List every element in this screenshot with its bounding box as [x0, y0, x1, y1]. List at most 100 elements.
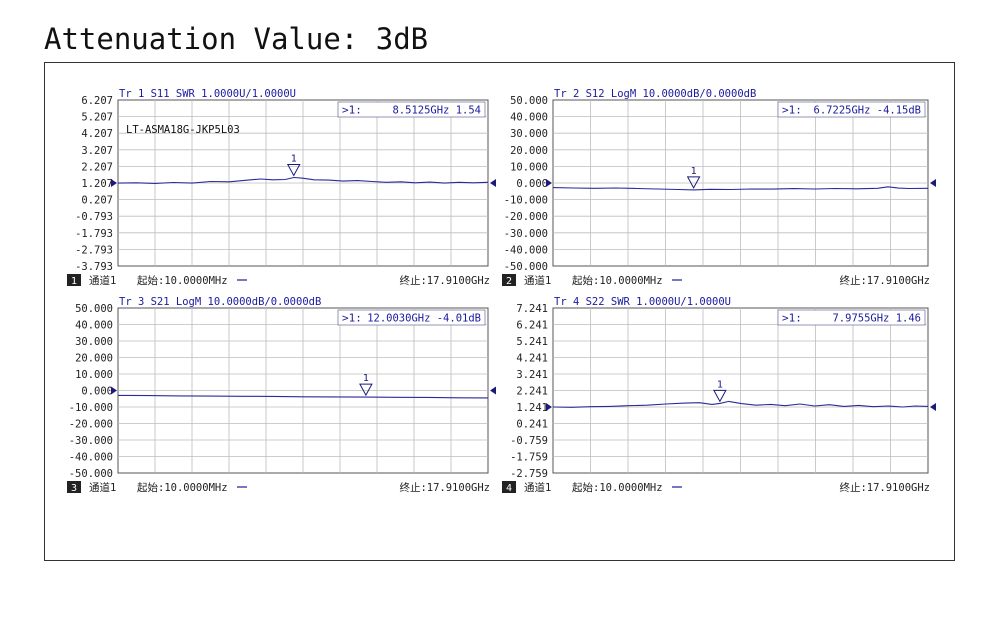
marker-number: 1: [291, 153, 297, 164]
trace-line: [552, 186, 929, 191]
y-tick-label: 0.000: [81, 386, 113, 398]
y-tick-label: -40.000: [504, 244, 548, 256]
marker-triangle: [359, 383, 373, 397]
reference-arrow-left: [546, 179, 552, 187]
trace-line: [117, 394, 489, 399]
start-frequency: 起始:10.0000MHz: [137, 481, 228, 494]
y-tick-label: 20.000: [510, 145, 548, 157]
marker-readout-box: [777, 309, 926, 326]
y-tick-label: 4.241: [516, 353, 548, 365]
trace-line: [552, 400, 929, 408]
y-tick-label: 30.000: [510, 128, 548, 140]
y-tick-label: 40.000: [75, 320, 113, 332]
start-frequency: 起始:10.0000MHz: [572, 481, 663, 494]
y-tick-label: -0.759: [510, 435, 548, 447]
page-title: Attenuation Value: 3dB: [44, 22, 429, 56]
trace-label: Tr 2 S12 LogM 10.0000dB/0.0000dB: [554, 88, 756, 100]
y-tick-label: 30.000: [75, 336, 113, 348]
stop-frequency: 终止:17.9100GHz: [839, 274, 930, 287]
reference-arrow-right: [490, 179, 496, 187]
y-tick-label: -20.000: [504, 211, 548, 223]
marker-readout-box: [337, 309, 486, 326]
y-tick-label: -50.000: [504, 261, 548, 273]
trace-label: Tr 4 S22 SWR 1.0000U/1.0000U: [554, 296, 731, 308]
y-tick-label: 0.000: [516, 178, 548, 190]
trace-label: Tr 3 S21 LogM 10.0000dB/0.0000dB: [119, 296, 321, 308]
y-tick-label: 7.241: [516, 303, 548, 315]
start-frequency: 起始:10.0000MHz: [137, 274, 228, 287]
trace-label: Tr 1 S11 SWR 1.0000U/1.0000U: [119, 88, 296, 100]
marker-readout-box: [337, 101, 486, 118]
channel-label: 通道1: [524, 274, 551, 287]
marker-readout-value: 6.7225GHz -4.15dB: [814, 105, 921, 117]
y-tick-label: 4.207: [81, 128, 113, 140]
y-tick-label: 20.000: [75, 353, 113, 365]
y-tick-label: 50.000: [510, 95, 548, 107]
y-tick-label: -10.000: [69, 402, 113, 414]
start-frequency: 起始:10.0000MHz: [572, 274, 663, 287]
marker-readout-label: >1:: [782, 312, 802, 325]
y-tick-label: -2.793: [75, 244, 113, 256]
channel-number: 1: [71, 276, 77, 287]
reference-arrow-right: [930, 179, 936, 187]
channel-number-badge: [67, 274, 81, 286]
y-tick-label: 40.000: [510, 112, 548, 124]
y-tick-label: -1.793: [75, 228, 113, 240]
marker-readout-value: 12.0030GHz -4.01dB: [367, 313, 481, 325]
marker-readout-label: >1:: [342, 312, 362, 325]
y-tick-label: 3.207: [81, 145, 113, 157]
y-tick-label: -0.793: [75, 211, 113, 223]
channel-number: 4: [506, 483, 512, 494]
marker-triangle: [713, 389, 727, 403]
reference-arrow-left: [546, 403, 552, 411]
channel-number: 2: [506, 276, 512, 287]
marker-triangle: [686, 176, 701, 189]
y-tick-label: 10.000: [510, 161, 548, 173]
reference-arrow-left: [111, 386, 117, 395]
chart-panel-4: 7.241 6.241 5.241 4.241 3.241 2.241 1.241 0.241…: [502, 296, 936, 494]
y-tick-label: 0.207: [81, 195, 113, 207]
trace-line: [117, 176, 489, 184]
y-tick-label: 0.241: [516, 419, 548, 431]
y-tick-label: 1.241: [516, 402, 548, 414]
stop-frequency: 终止:17.9100GHz: [839, 481, 930, 494]
y-tick-label: -30.000: [504, 228, 548, 240]
chart-panel-2: 50.000 40.000 30.000 20.000 10.000 0.000 -10.0…: [502, 88, 936, 287]
channel-number-badge: [67, 481, 81, 493]
y-tick-label: -10.000: [504, 195, 548, 207]
y-tick-label: 50.000: [75, 303, 113, 315]
marker-readout-label: >1:: [342, 104, 362, 117]
y-tick-label: -50.000: [69, 468, 113, 480]
y-tick-label: -1.759: [510, 452, 548, 464]
marker-readout-box: [777, 101, 926, 118]
y-tick-label: 2.207: [81, 161, 113, 173]
channel-label: 通道1: [89, 274, 116, 287]
marker-number: 1: [363, 373, 369, 384]
y-tick-label: -40.000: [69, 452, 113, 464]
y-tick-label: -30.000: [69, 435, 113, 447]
y-tick-label: -20.000: [69, 419, 113, 431]
channel-number-badge: [502, 481, 516, 493]
marker-triangle: [286, 163, 301, 177]
y-tick-label: 5.241: [516, 336, 548, 348]
y-tick-label: -3.793: [75, 261, 113, 273]
y-tick-label: 5.207: [81, 112, 113, 124]
y-tick-label: -2.759: [510, 468, 548, 480]
y-tick-label: 3.241: [516, 369, 548, 381]
marker-readout-value: 7.9755GHz 1.46: [832, 313, 921, 325]
annotation: LT-ASMA18G-JKP5L03: [126, 124, 240, 136]
channel-number: 3: [71, 483, 77, 494]
channel-label: 通道1: [524, 481, 551, 494]
chart-panel-3: 50.000 40.000 30.000 20.000 10.000 0.000 -10.0…: [67, 296, 496, 494]
channel-number-badge: [502, 274, 516, 286]
stop-frequency: 终止:17.9100GHz: [399, 481, 490, 494]
stop-frequency: 终止:17.9100GHz: [399, 274, 490, 287]
y-tick-label: 10.000: [75, 369, 113, 381]
y-tick-label: 1.207: [81, 178, 113, 190]
y-tick-label: 6.207: [81, 95, 113, 107]
marker-number: 1: [717, 379, 723, 390]
channel-label: 通道1: [89, 481, 116, 494]
chart-panel-1: 6.207 5.207 4.207 3.207 2.207 1.207 0.207 -0.79…: [67, 88, 496, 287]
reference-arrow-left: [111, 179, 117, 187]
